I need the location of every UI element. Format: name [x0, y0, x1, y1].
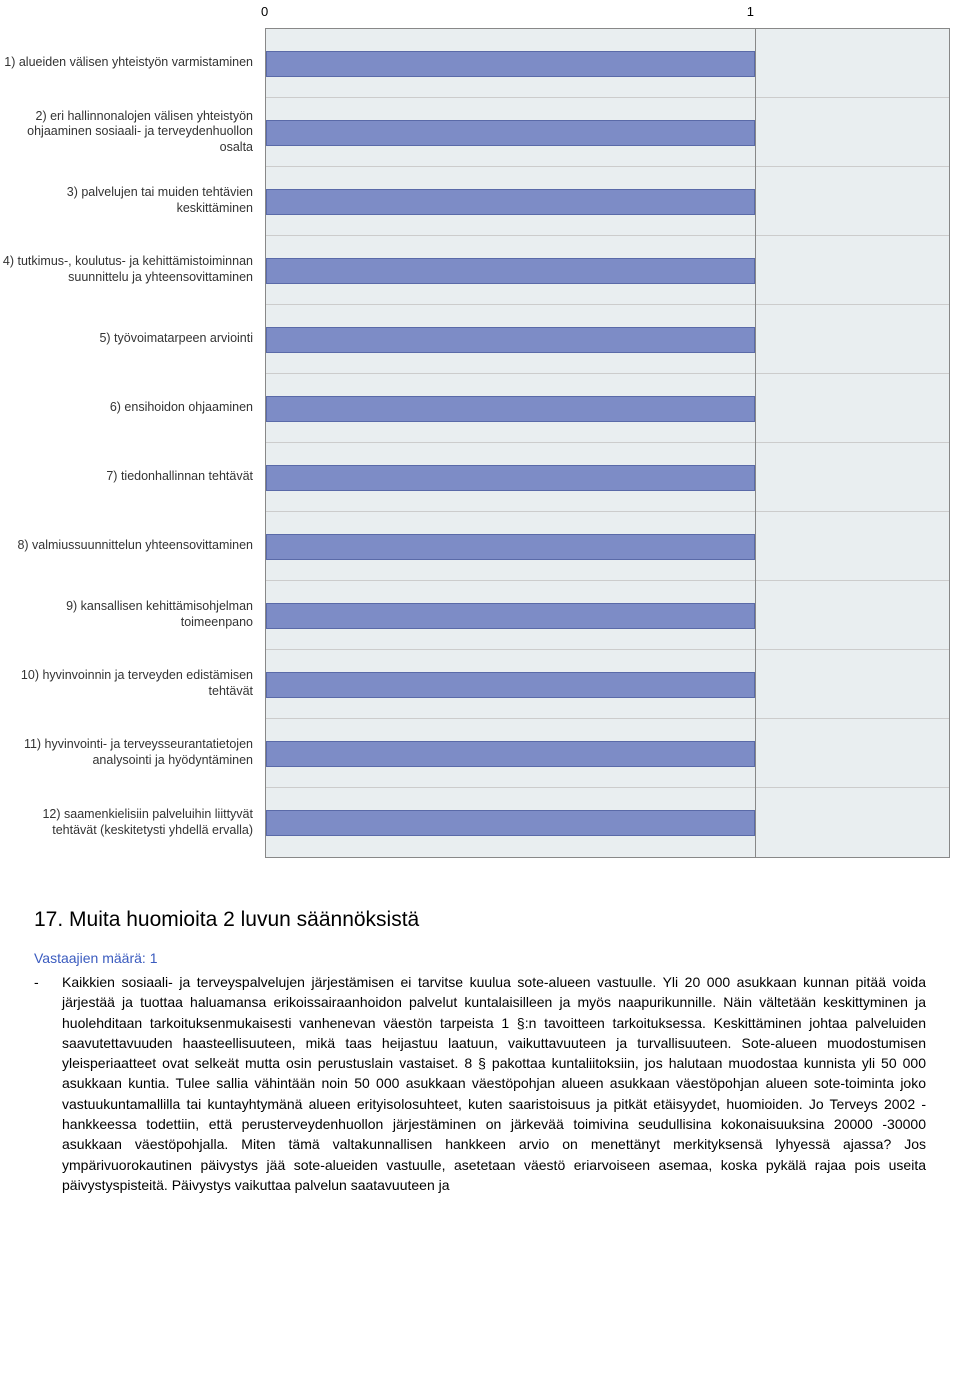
chart-bar	[266, 534, 755, 560]
section-heading: 17. Muita huomioita 2 luvun säännöksistä	[34, 908, 926, 932]
chart-bar	[266, 741, 755, 767]
chart-row-label: 2) eri hallinnonalojen välisen yhteistyö…	[1, 98, 259, 166]
chart-row: 5) työvoimatarpeen arviointi	[266, 305, 949, 374]
chart-row-label: 1) alueiden välisen yhteistyön varmistam…	[1, 29, 259, 97]
chart-row: 10) hyvinvoinnin ja terveyden edistämise…	[266, 650, 949, 719]
chart-row: 11) hyvinvointi- ja terveysseurantatieto…	[266, 719, 949, 788]
chart-row-label: 7) tiedonhallinnan tehtävät	[1, 443, 259, 511]
axis-labels: 0 1	[265, 4, 950, 24]
chart-row: 3) palvelujen tai muiden tehtävien keski…	[266, 167, 949, 236]
chart-row: 8) valmiussuunnittelun yhteensovittamine…	[266, 512, 949, 581]
chart-row-label: 3) palvelujen tai muiden tehtävien keski…	[1, 167, 259, 235]
chart-row-label: 8) valmiussuunnittelun yhteensovittamine…	[1, 512, 259, 580]
chart-bar	[266, 465, 755, 491]
chart-row-label: 12) saamenkielisiin palveluihin liittyvä…	[1, 788, 259, 857]
chart-bar	[266, 396, 755, 422]
chart-bar	[266, 189, 755, 215]
chart-row-label: 11) hyvinvointi- ja terveysseurantatieto…	[1, 719, 259, 787]
chart-container: 0 1 1) alueiden välisen yhteistyön varmi…	[0, 0, 960, 868]
chart-bar	[266, 603, 755, 629]
chart-row-label: 10) hyvinvoinnin ja terveyden edistämise…	[1, 650, 259, 718]
bullet-item: - Kaikkien sosiaali- ja terveyspalveluje…	[34, 972, 926, 1195]
bullet-dash: -	[34, 972, 44, 992]
chart-row-label: 4) tutkimus-, koulutus- ja kehittämistoi…	[1, 236, 259, 304]
chart-row: 9) kansallisen kehittämisohjelman toimee…	[266, 581, 949, 650]
chart-row: 4) tutkimus-, koulutus- ja kehittämistoi…	[266, 236, 949, 305]
content-section: 17. Muita huomioita 2 luvun säännöksistä…	[0, 868, 960, 1215]
chart-bar	[266, 51, 755, 77]
chart-row: 1) alueiden välisen yhteistyön varmistam…	[266, 29, 949, 98]
axis-tick-1: 1	[747, 4, 754, 19]
chart-row: 6) ensihoidon ohjaaminen	[266, 374, 949, 443]
chart-row-label: 5) työvoimatarpeen arviointi	[1, 305, 259, 373]
chart-plot: 1) alueiden välisen yhteistyön varmistam…	[265, 28, 950, 858]
grid-line-1	[755, 29, 756, 857]
chart-row: 2) eri hallinnonalojen välisen yhteistyö…	[266, 98, 949, 167]
chart-bar	[266, 672, 755, 698]
chart-bar	[266, 120, 755, 146]
chart-bar	[266, 327, 755, 353]
chart-row: 7) tiedonhallinnan tehtävät	[266, 443, 949, 512]
chart-row-label: 6) ensihoidon ohjaaminen	[1, 374, 259, 442]
chart-bar	[266, 258, 755, 284]
chart-row-label: 9) kansallisen kehittämisohjelman toimee…	[1, 581, 259, 649]
bullet-text: Kaikkien sosiaali- ja terveyspalvelujen …	[62, 972, 926, 1195]
chart-row: 12) saamenkielisiin palveluihin liittyvä…	[266, 788, 949, 857]
chart-bar	[266, 810, 755, 836]
axis-tick-0: 0	[261, 4, 268, 19]
section-subheading: Vastaajien määrä: 1	[34, 950, 926, 966]
